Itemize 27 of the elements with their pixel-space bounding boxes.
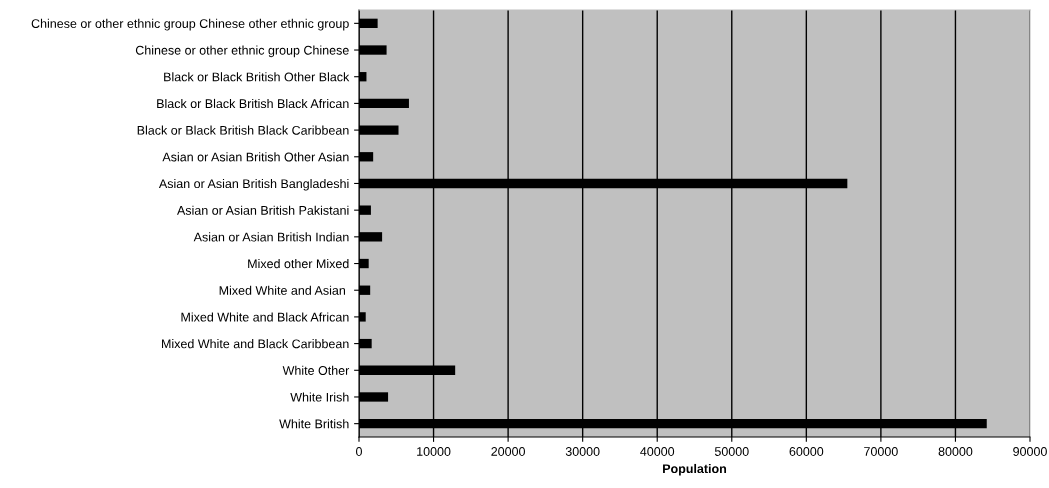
y-tick-label: White British [279,419,349,429]
x-tick-label: 80000 [938,447,973,456]
y-tick-label: Mixed White and Asian [219,285,345,295]
x-tick-label: 20000 [491,447,525,456]
y-tick-label: Chinese or other ethnic group Chinese other ethnic group [31,18,349,31]
x-tick-label: 50000 [714,447,749,456]
y-tick-label: Asian or Asian British Other Asian [162,152,349,162]
x-tick-label: 60000 [789,447,824,456]
x-tick-label: 90000 [1013,447,1047,456]
y-tick-label: Mixed other Mixed [248,259,349,269]
y-tick-label: Black or Black British Black Caribbean [137,125,349,135]
y-tick-label: Black or Black British Black African [157,98,349,109]
y-tick-label: Black or Black British Other Black [164,72,350,82]
x-tick-label: 10000 [417,447,451,456]
y-tick-label: White Other [282,365,350,375]
y-tick-label: Mixed White and Black Caribbean [162,339,349,349]
x-tick-label: 30000 [565,447,600,456]
y-tick-label: Asian or Asian British Indian [193,232,349,242]
y-tick-label: Chinese or other ethnic group Chinese [135,45,349,58]
x-axis-title: Population [663,463,727,476]
y-tick-label: Mixed White and Black African [181,312,349,322]
x-tick-label: 0 [356,447,362,456]
y-tick-label: White Irish [290,392,349,402]
x-tick-label: 70000 [864,447,898,456]
y-tick-label: Asian or Asian British Pakistani [177,205,349,215]
y-tick-label: Asian or Asian British Bangladeshi [158,178,349,191]
x-tick-label: 40000 [640,447,675,456]
